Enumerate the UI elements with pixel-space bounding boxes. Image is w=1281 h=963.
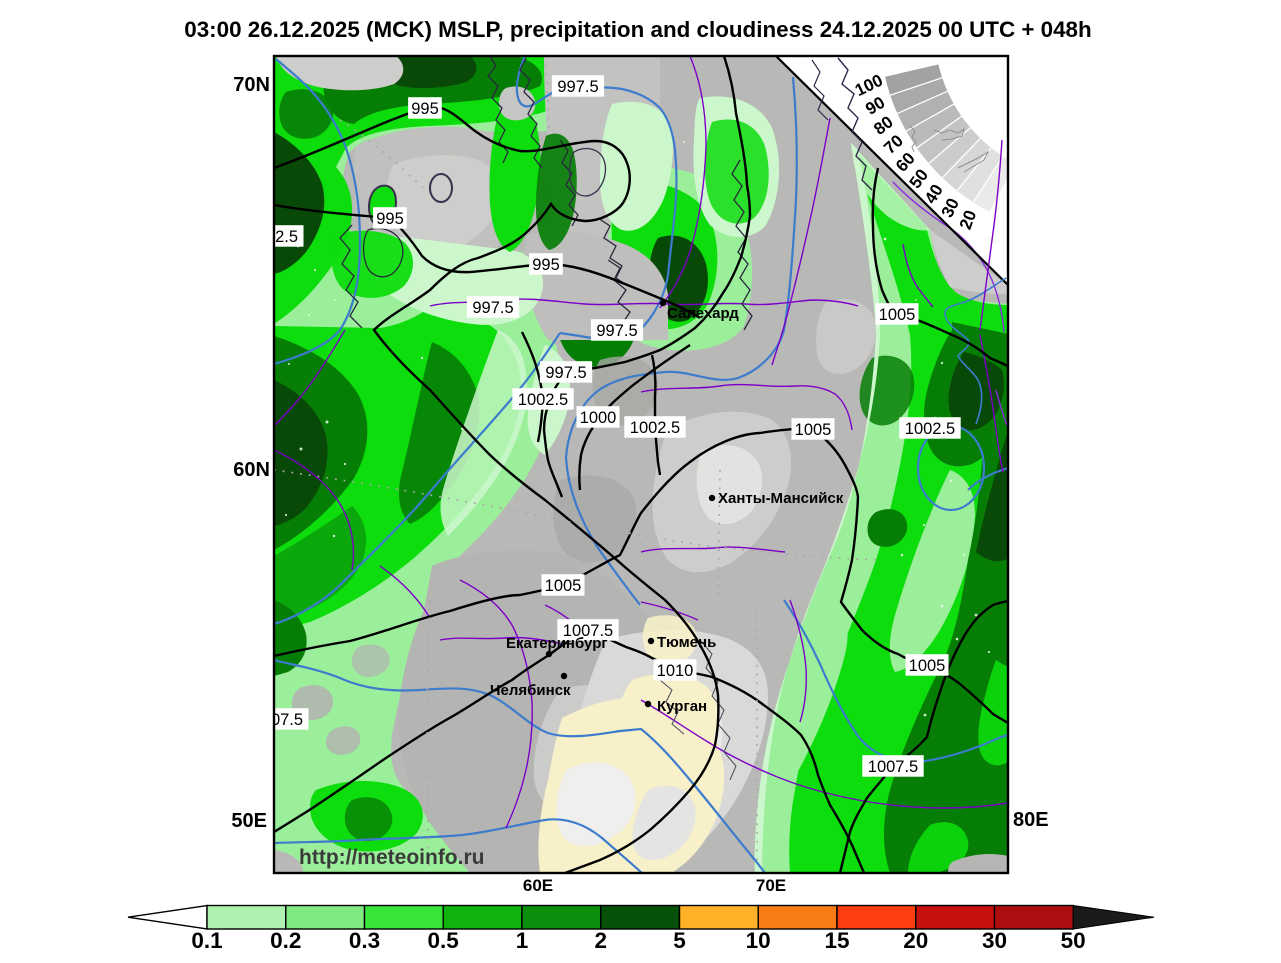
svg-text:0.5: 0.5 xyxy=(428,928,459,953)
svg-text:70E: 70E xyxy=(756,876,786,895)
svg-text:1: 1 xyxy=(516,928,529,953)
svg-text:997.5: 997.5 xyxy=(557,78,598,96)
svg-text:0.2: 0.2 xyxy=(270,928,301,953)
svg-text:92.5: 92.5 xyxy=(266,228,298,246)
svg-text:50: 50 xyxy=(1061,928,1086,953)
svg-text:1000: 1000 xyxy=(580,409,617,427)
svg-text:1010: 1010 xyxy=(657,662,694,680)
svg-text:997.5: 997.5 xyxy=(596,322,637,340)
svg-text:2: 2 xyxy=(595,928,608,953)
svg-text:80E: 80E xyxy=(1013,809,1049,831)
svg-text:995: 995 xyxy=(376,210,404,228)
svg-text:10: 10 xyxy=(746,928,771,953)
svg-text:Екатеринбург: Екатеринбург xyxy=(506,635,608,652)
svg-text:Курган: Курган xyxy=(657,698,707,715)
svg-text:1007.5: 1007.5 xyxy=(563,622,613,640)
svg-text:995: 995 xyxy=(532,256,560,274)
svg-text:1005: 1005 xyxy=(545,577,582,595)
svg-text:60E: 60E xyxy=(523,876,553,895)
svg-text:Тюмень: Тюмень xyxy=(657,634,716,651)
svg-text:Челябинск: Челябинск xyxy=(490,682,571,699)
svg-text:5: 5 xyxy=(673,928,686,953)
svg-text:1007.5: 1007.5 xyxy=(868,758,918,776)
svg-text:1002.5: 1002.5 xyxy=(518,391,568,409)
svg-text:997.5: 997.5 xyxy=(545,364,586,382)
svg-text:1002.5: 1002.5 xyxy=(905,420,955,438)
svg-text:997.5: 997.5 xyxy=(472,299,513,317)
svg-text:15: 15 xyxy=(824,928,849,953)
svg-text:0.3: 0.3 xyxy=(349,928,380,953)
svg-text:1005: 1005 xyxy=(909,657,946,675)
svg-text:30: 30 xyxy=(982,928,1007,953)
svg-text:03:00 26.12.2025 (MCK) MSLP, p: 03:00 26.12.2025 (MCK) MSLP, precipitati… xyxy=(184,17,1091,42)
svg-text:1005: 1005 xyxy=(879,306,916,324)
svg-text:0.1: 0.1 xyxy=(191,928,222,953)
svg-text:70N: 70N xyxy=(233,74,270,96)
svg-text:60N: 60N xyxy=(233,459,270,481)
svg-text:20: 20 xyxy=(903,928,928,953)
svg-text:1002.5: 1002.5 xyxy=(630,419,680,437)
svg-text:07.5: 07.5 xyxy=(271,711,303,729)
svg-text:Ханты-Мансийск: Ханты-Мансийск xyxy=(718,490,844,507)
svg-text:995: 995 xyxy=(411,100,439,118)
svg-text:http://meteoinfo.ru: http://meteoinfo.ru xyxy=(299,846,484,869)
svg-text:1005: 1005 xyxy=(795,421,832,439)
svg-text:Салехард: Салехард xyxy=(667,305,739,322)
svg-text:50E: 50E xyxy=(231,810,267,832)
